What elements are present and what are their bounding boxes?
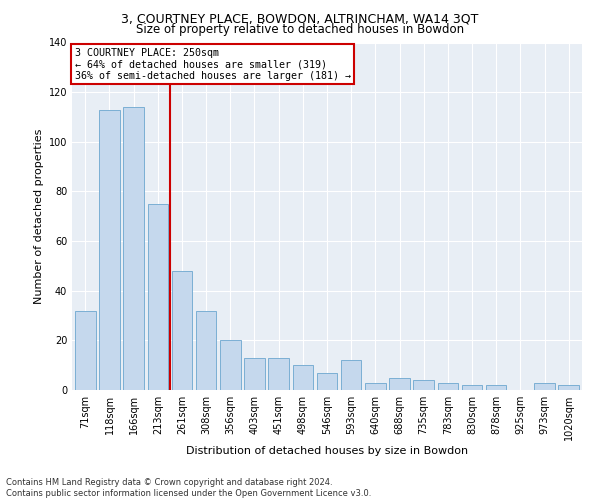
Bar	[317, 372, 337, 390]
Bar	[437, 382, 458, 390]
Bar	[99, 110, 120, 390]
Bar	[220, 340, 241, 390]
Bar	[293, 365, 313, 390]
Bar	[486, 385, 506, 390]
Bar	[559, 385, 579, 390]
Bar	[268, 358, 289, 390]
Bar	[148, 204, 168, 390]
Text: 3, COURTNEY PLACE, BOWDON, ALTRINCHAM, WA14 3QT: 3, COURTNEY PLACE, BOWDON, ALTRINCHAM, W…	[121, 12, 479, 26]
Text: Size of property relative to detached houses in Bowdon: Size of property relative to detached ho…	[136, 22, 464, 36]
Bar	[341, 360, 361, 390]
Bar	[196, 310, 217, 390]
Bar	[534, 382, 555, 390]
Text: Contains HM Land Registry data © Crown copyright and database right 2024.
Contai: Contains HM Land Registry data © Crown c…	[6, 478, 371, 498]
Bar	[244, 358, 265, 390]
Bar	[462, 385, 482, 390]
Text: 3 COURTNEY PLACE: 250sqm
← 64% of detached houses are smaller (319)
36% of semi-: 3 COURTNEY PLACE: 250sqm ← 64% of detach…	[74, 48, 350, 81]
Bar	[365, 382, 386, 390]
X-axis label: Distribution of detached houses by size in Bowdon: Distribution of detached houses by size …	[186, 446, 468, 456]
Bar	[75, 310, 95, 390]
Bar	[389, 378, 410, 390]
Bar	[124, 107, 144, 390]
Y-axis label: Number of detached properties: Number of detached properties	[34, 128, 44, 304]
Bar	[172, 271, 192, 390]
Bar	[413, 380, 434, 390]
